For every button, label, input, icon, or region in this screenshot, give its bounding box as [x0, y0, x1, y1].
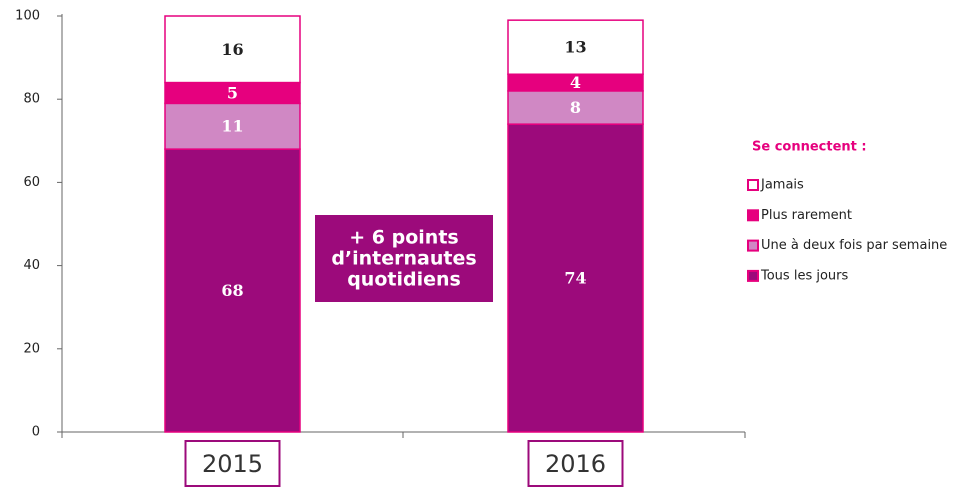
y-tick-label: 80: [23, 92, 40, 107]
annotation: + 6 points: [349, 227, 458, 249]
bar-segment: [164, 148, 301, 433]
value-label: 16: [221, 40, 243, 59]
legend-title: Se connectent :: [752, 140, 867, 155]
value-label: 74: [564, 269, 586, 288]
annotation: d’internautes: [331, 248, 476, 270]
y-tick-label: 20: [23, 341, 40, 356]
y-tick-label: 60: [23, 175, 40, 190]
bar-segment: [164, 102, 301, 150]
legend-swatch: [747, 269, 759, 282]
bar-segment: [164, 15, 301, 84]
value-label: 11: [221, 117, 243, 136]
bar-segment: [507, 123, 644, 433]
bar-segment: [507, 19, 644, 75]
value-label: 13: [564, 38, 586, 57]
legend-swatch: [747, 239, 759, 252]
value-label: 4: [570, 73, 581, 92]
legend-label: Jamais: [760, 178, 804, 193]
x-tick-label: 2015: [202, 450, 263, 478]
legend-label: Tous les jours: [760, 268, 848, 283]
value-label: 5: [227, 83, 238, 102]
value-label: 68: [221, 281, 243, 300]
category-box: [527, 440, 624, 487]
legend-swatch: [747, 209, 759, 222]
y-tick-label: 100: [15, 9, 40, 24]
y-tick-label: 40: [23, 258, 40, 273]
value-label: 8: [570, 98, 581, 117]
y-tick-label: 0: [32, 425, 40, 440]
x-tick-label: 2016: [545, 450, 606, 478]
legend-label: Plus rarement: [761, 208, 852, 223]
category-box: [184, 440, 281, 487]
annotation: quotidiens: [347, 269, 461, 291]
bar-segment: [507, 90, 644, 125]
annotation-box: [315, 215, 493, 302]
legend-swatch: [747, 179, 759, 191]
legend-label: Une à deux fois par semaine: [761, 238, 947, 253]
